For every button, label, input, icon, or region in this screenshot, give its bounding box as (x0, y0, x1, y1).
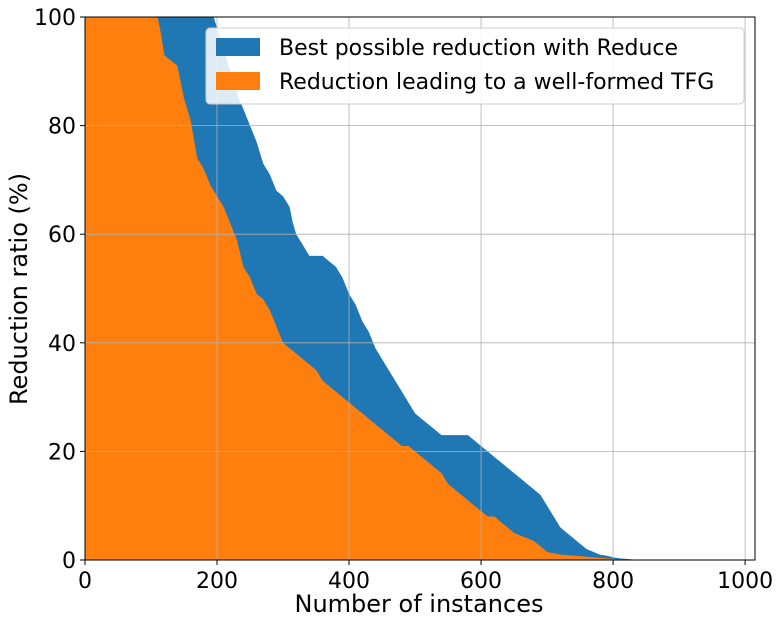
x-axis-ticks: 0 200 400 600 800 1000 (78, 560, 773, 594)
x-tick-label: 200 (196, 569, 238, 594)
area-series-2 (85, 17, 755, 560)
plot-areas (85, 17, 755, 560)
x-tick-label: 800 (592, 569, 634, 594)
legend-box (205, 27, 745, 105)
y-axis-label: Reduction ratio (%) (5, 173, 33, 405)
y-tick-label: 20 (48, 440, 76, 465)
y-tick-label: 80 (48, 115, 76, 140)
y-tick-label: 100 (34, 6, 76, 31)
y-axis-ticks: 0 20 40 60 80 100 (34, 6, 85, 574)
legend: Best possible reduction with Reduce Reduc… (205, 27, 745, 105)
legend-swatch-1 (216, 38, 260, 56)
plot-frame (84, 16, 756, 561)
axes-frame (84, 16, 756, 561)
x-axis-label: Number of instances (295, 590, 544, 618)
x-tick-label: 400 (328, 569, 370, 594)
y-tick-label: 40 (48, 332, 76, 357)
legend-label-1: Best possible reduction with Reduce (279, 36, 678, 61)
y-tick-label: 60 (48, 223, 76, 248)
x-tick-label: 1000 (717, 569, 773, 594)
x-tick-label: 600 (460, 569, 502, 594)
y-tick-label: 0 (62, 549, 76, 574)
legend-label-2: Reduction leading to a well-formed TFG (279, 70, 714, 95)
x-tick-label: 0 (78, 569, 92, 594)
legend-swatch-2 (216, 72, 260, 90)
